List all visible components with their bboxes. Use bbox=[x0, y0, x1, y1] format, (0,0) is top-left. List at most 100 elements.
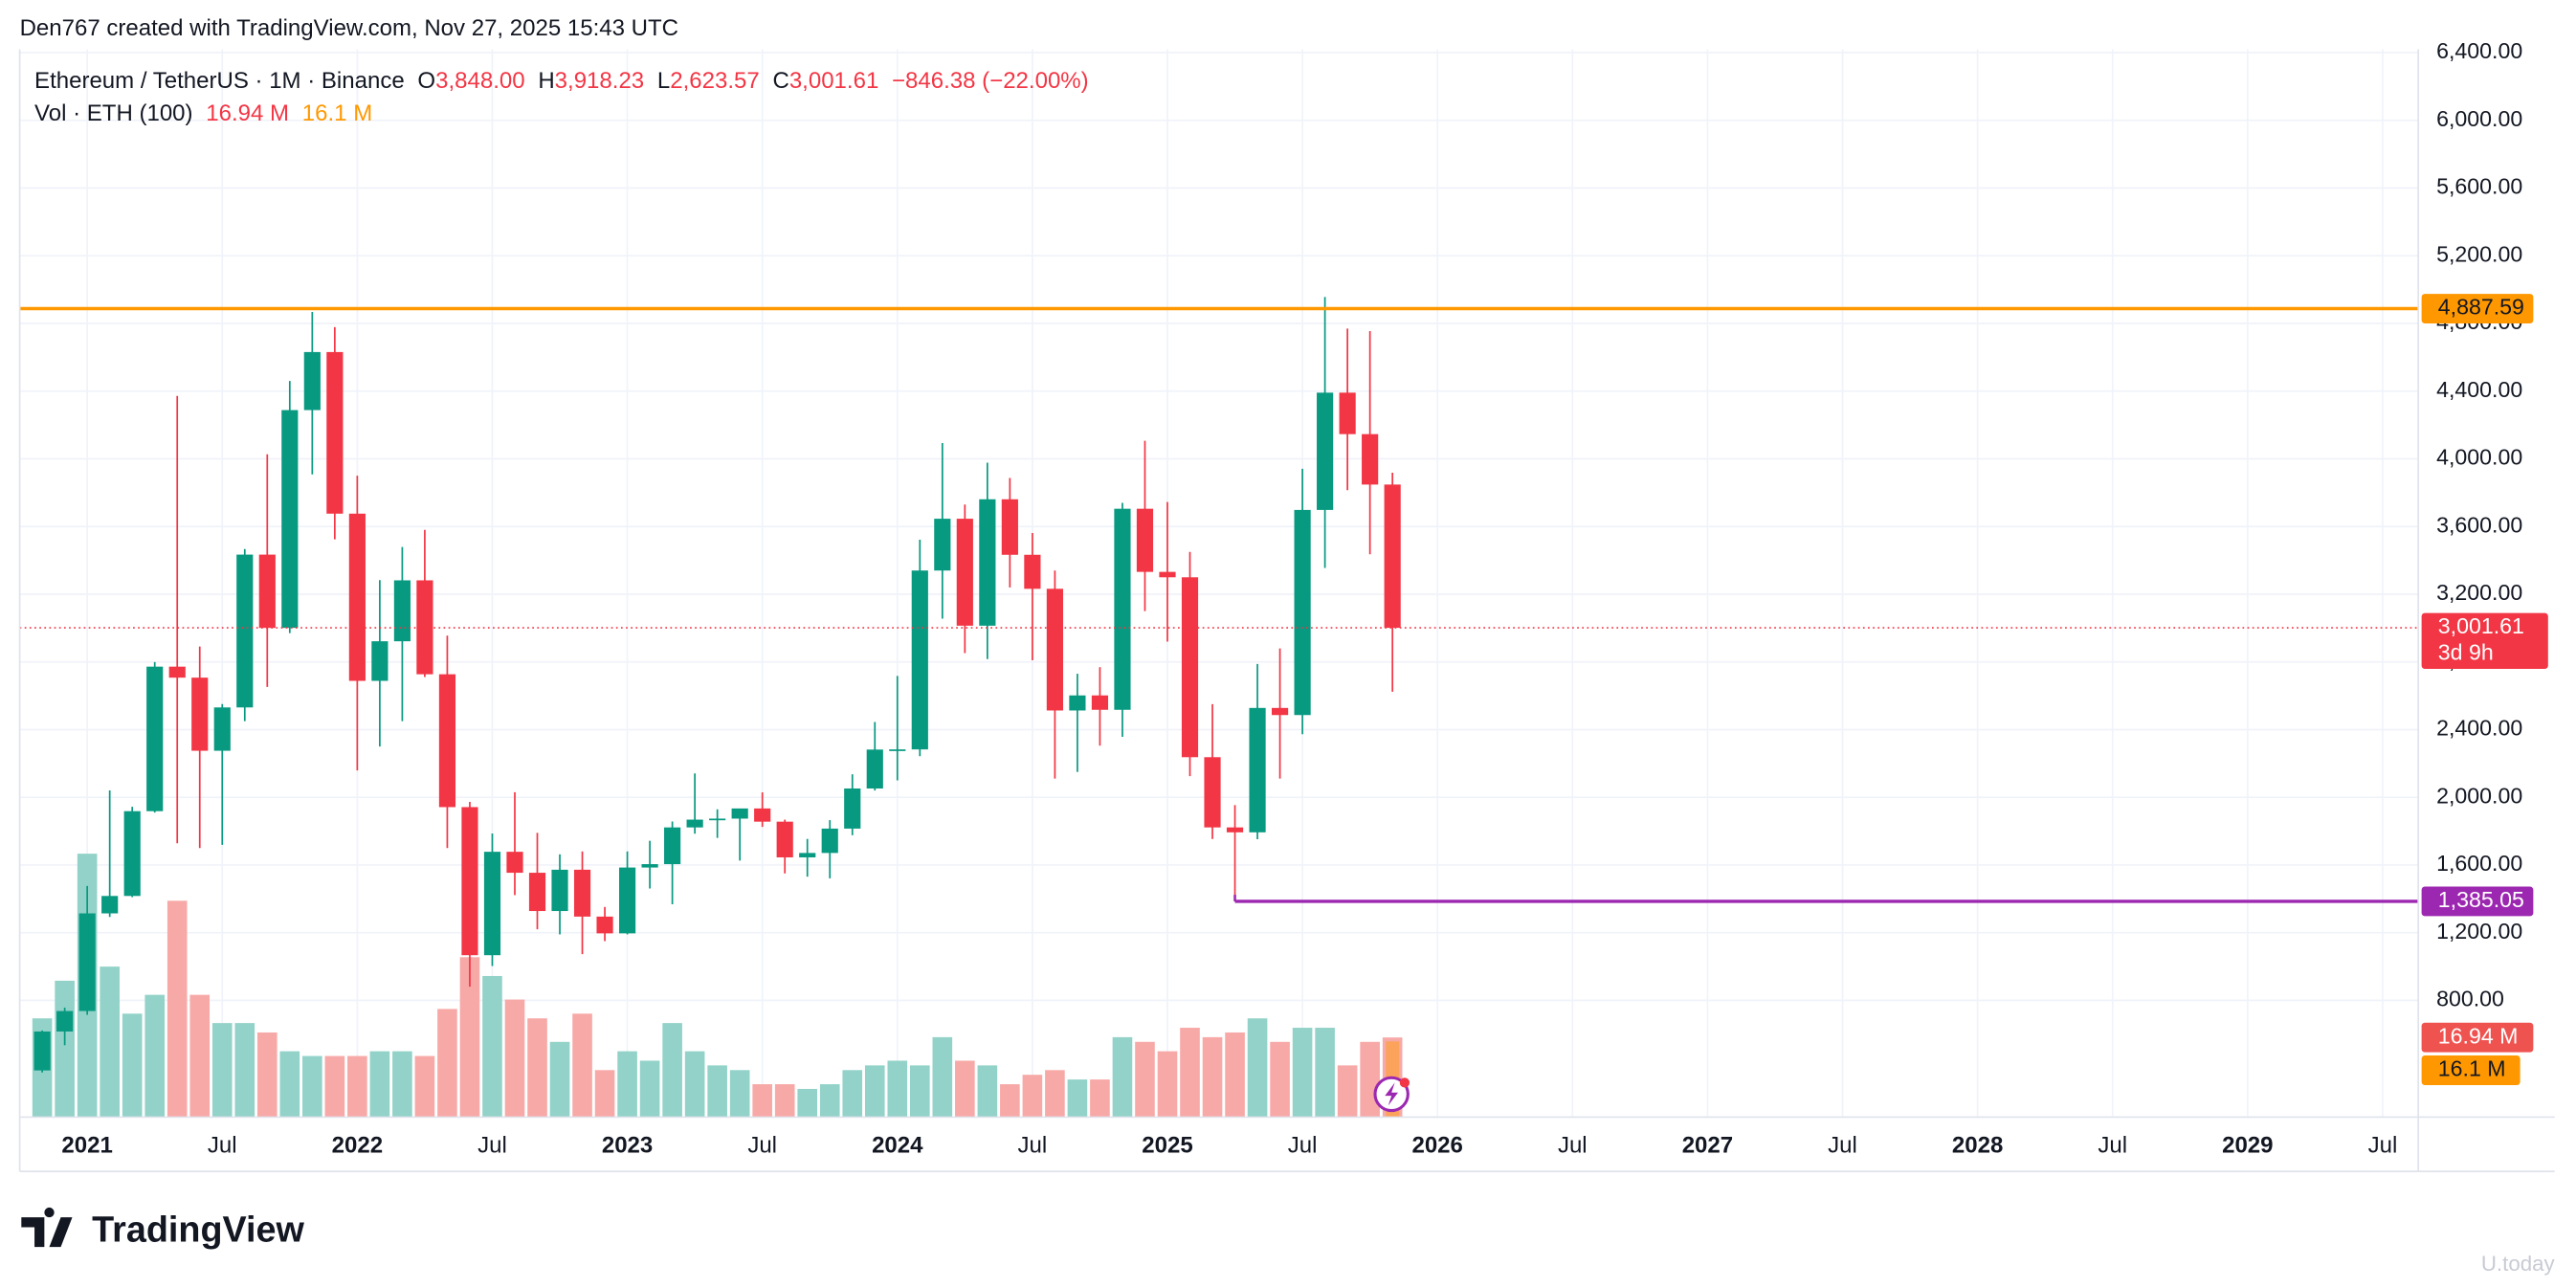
candle-body bbox=[979, 499, 996, 626]
candle-body bbox=[1024, 554, 1041, 589]
candle-body bbox=[844, 788, 861, 829]
y-tick-label: 2,000.00 bbox=[2436, 783, 2522, 808]
volume-bar bbox=[369, 1051, 390, 1118]
candle-body bbox=[483, 852, 501, 956]
candle-body bbox=[438, 674, 456, 808]
volume-bar bbox=[55, 980, 75, 1118]
candle-body bbox=[371, 641, 389, 681]
candle-body bbox=[191, 677, 209, 751]
candle-body bbox=[596, 916, 613, 934]
volume-bar bbox=[909, 1065, 930, 1118]
candle-body bbox=[213, 707, 231, 751]
candle-body bbox=[146, 666, 164, 811]
legend-line: Ethereum / TetherUS · 1M · Binance O3,848… bbox=[34, 68, 1089, 94]
x-tick-label: 2022 bbox=[332, 1133, 383, 1159]
y-tick-label: 3,600.00 bbox=[2436, 512, 2522, 537]
y-tick-label: 5,200.00 bbox=[2436, 241, 2522, 266]
x-tick-label: Jul bbox=[477, 1133, 507, 1159]
candle-body bbox=[1114, 508, 1131, 710]
volume-bar bbox=[1270, 1041, 1290, 1118]
volume-bar bbox=[144, 994, 166, 1118]
volume-bar bbox=[662, 1023, 682, 1118]
volume-bar bbox=[1112, 1036, 1133, 1118]
volume-bar bbox=[324, 1055, 345, 1118]
candle-body bbox=[281, 410, 299, 629]
legend-value: 2,623.57 bbox=[670, 68, 759, 94]
volume-legend: Vol · ETH (100) 16.94 M 16.1 M bbox=[34, 101, 372, 127]
candle-body bbox=[731, 808, 748, 819]
y-tick-label: 3,200.00 bbox=[2436, 580, 2522, 605]
volume-bar bbox=[955, 1060, 975, 1118]
candle-body bbox=[1046, 588, 1063, 711]
volume-bar bbox=[437, 1009, 457, 1118]
candle-body bbox=[506, 852, 523, 874]
volume-bar bbox=[459, 957, 480, 1118]
volume-bar bbox=[347, 1055, 367, 1118]
price-badge-text: 3,001.61 bbox=[2438, 613, 2524, 638]
x-tick-label: Jul bbox=[1558, 1133, 1588, 1159]
volume-bar bbox=[639, 1060, 660, 1118]
volume-bar bbox=[279, 1051, 300, 1118]
candle-body bbox=[1159, 571, 1176, 578]
logo-icon bbox=[21, 1207, 73, 1248]
candle-body bbox=[664, 827, 681, 865]
legend-symbol: Ethereum / TetherUS · 1M · Binance bbox=[34, 68, 405, 94]
volume-bar bbox=[887, 1060, 908, 1118]
candle-body bbox=[258, 554, 276, 629]
candle-body bbox=[686, 819, 703, 828]
candle-body bbox=[911, 570, 928, 750]
volume-bar bbox=[774, 1084, 795, 1118]
volume-bar bbox=[414, 1055, 435, 1118]
volume-bar bbox=[1000, 1084, 1020, 1118]
candle-body bbox=[956, 519, 973, 626]
candle-body bbox=[123, 811, 141, 897]
legend-value: 3,918.23 bbox=[555, 68, 644, 94]
candle-body bbox=[1362, 433, 1379, 485]
x-tick-label: Jul bbox=[1288, 1133, 1318, 1159]
y-tick-label: 1,200.00 bbox=[2436, 919, 2522, 944]
volume-bar bbox=[1247, 1018, 1268, 1118]
candle-body bbox=[1181, 577, 1199, 758]
legend-value: 3,848.00 bbox=[435, 68, 524, 94]
legend-key: C bbox=[772, 68, 788, 94]
axes: 800.00 1,200.00 1,600.00 2,000.00 2,400.00 2,… bbox=[61, 38, 2522, 1159]
candle-body bbox=[799, 853, 816, 857]
x-tick-label: 2028 bbox=[1952, 1133, 2003, 1159]
x-tick-label: 2026 bbox=[1411, 1133, 1462, 1159]
x-tick-label: 2024 bbox=[872, 1133, 923, 1159]
candle-body bbox=[551, 869, 568, 912]
volume-bar bbox=[707, 1065, 727, 1118]
candle-body bbox=[1339, 392, 1356, 434]
volume-bar bbox=[752, 1084, 772, 1118]
candle-body bbox=[236, 554, 254, 708]
y-tick-label: 800.00 bbox=[2436, 987, 2504, 1011]
volume-bar bbox=[797, 1088, 818, 1118]
overlay bbox=[19, 306, 2419, 903]
volume-bar bbox=[684, 1051, 705, 1118]
candle-body bbox=[326, 351, 344, 514]
candle-body bbox=[889, 749, 906, 751]
volume-bar bbox=[549, 1041, 570, 1118]
volume-bar bbox=[1202, 1036, 1223, 1118]
volume-bar bbox=[1337, 1065, 1358, 1118]
candle-body bbox=[618, 867, 636, 934]
candle-body bbox=[1384, 484, 1401, 629]
volume-bar bbox=[1090, 1079, 1110, 1118]
x-tick-label: Jul bbox=[1828, 1133, 1857, 1159]
candle-body bbox=[754, 808, 771, 822]
x-tick-label: Jul bbox=[747, 1133, 777, 1159]
candle-body bbox=[709, 818, 726, 821]
volume-bar bbox=[527, 1018, 547, 1118]
candle-body bbox=[1136, 508, 1154, 572]
volume-bar bbox=[864, 1065, 885, 1118]
volume-bar bbox=[1225, 1032, 1245, 1118]
candle-body bbox=[1317, 392, 1334, 510]
volume-title: Vol · ETH (100) bbox=[34, 101, 193, 127]
candle-body bbox=[56, 1010, 74, 1032]
volume-bar bbox=[1292, 1028, 1313, 1118]
alert-bolt bbox=[1385, 1082, 1399, 1106]
y-tick-label: 4,400.00 bbox=[2436, 377, 2522, 402]
